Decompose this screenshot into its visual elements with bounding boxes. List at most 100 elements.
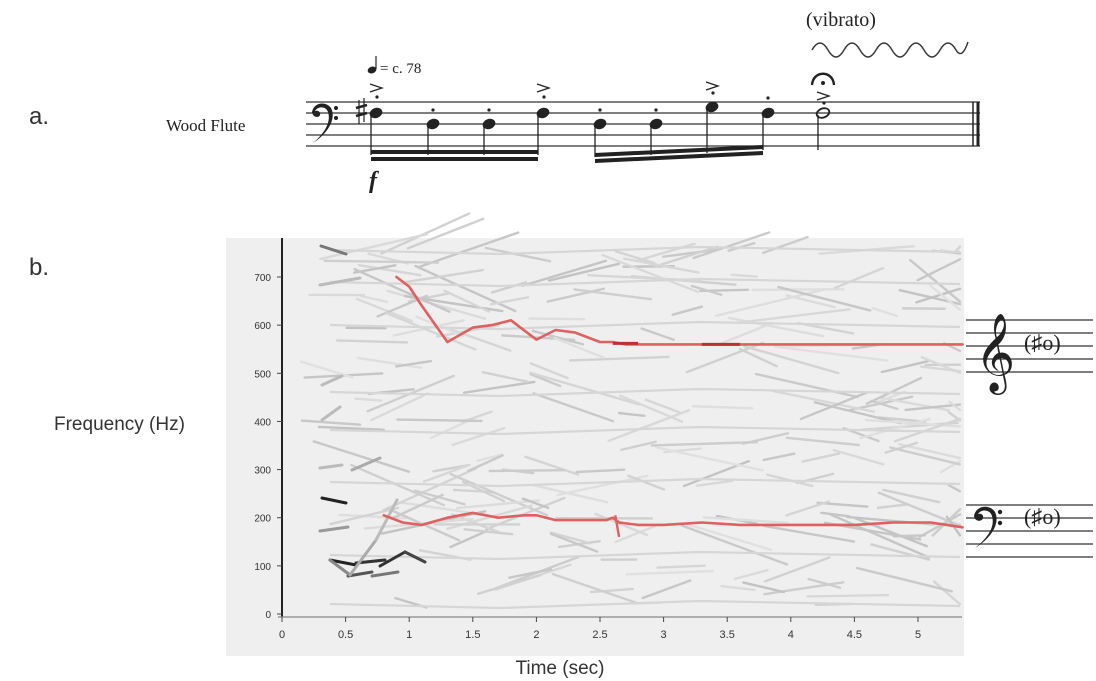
background-stroke [551,572,637,604]
background-stroke [738,347,778,368]
x-tick-label: 0 [279,629,285,641]
background-stroke [742,581,786,594]
background-stroke [828,513,930,559]
background-stroke [877,491,962,527]
background-stroke [880,359,930,374]
background-stroke [859,417,931,440]
background-stroke [625,569,714,576]
background-stroke [607,409,691,443]
background-stroke [806,593,890,598]
x-tick-label: 1 [406,629,412,641]
background-stroke [449,529,489,549]
background-stroke [720,584,756,592]
background-stroke [569,355,670,362]
background-stroke [785,436,861,447]
y-tick-label: 200 [254,514,271,525]
background-stroke [690,284,723,296]
onset-stroke [348,538,378,577]
background-band [329,425,961,436]
tempo-text: = c. 78 [380,61,421,77]
beamed-notes-group-1 [369,107,550,161]
background-stroke [644,398,681,414]
background-stroke [354,397,383,402]
y-tick-label: 0 [265,610,271,621]
background-stroke [531,483,609,504]
background-stroke [549,531,592,545]
background-stroke [618,394,684,423]
background-stroke [762,235,809,255]
x-tick-label: 2.5 [592,629,607,641]
background-stroke [556,474,649,497]
background-stroke [889,446,961,466]
background-stroke [876,503,909,510]
background-stroke [933,580,962,606]
background-stroke [549,532,599,553]
background-stroke [692,405,754,410]
bass-clef-small-icon [974,506,1003,548]
background-stroke [736,308,851,324]
background-stroke [879,396,951,412]
background-stroke [730,273,759,278]
background-stroke [484,246,552,263]
y-tick-label: 400 [254,417,271,428]
onset-stroke [320,405,342,422]
background-stroke [650,440,759,447]
onset-transient-strokes [318,244,427,578]
x-tick-label: 4 [788,629,794,641]
pitch-series-line-2 [382,511,964,529]
background-stroke [353,267,451,313]
onset-stroke [318,525,350,533]
background-band [329,387,961,398]
vibrato-text: (vibrato) [806,9,876,31]
onset-stroke [319,244,348,256]
onset-stroke [370,570,400,578]
treble-note: (♯o) [1024,330,1061,355]
background-stroke [920,365,962,373]
background-stroke [931,508,962,537]
background-stroke [476,574,542,596]
background-stroke [329,506,400,526]
background-stroke [754,372,859,399]
background-stroke [695,479,734,487]
background-stroke [909,258,962,303]
x-tick-label: 2 [533,629,539,641]
background-stroke [443,289,491,313]
background-stroke [771,389,876,413]
background-stroke [916,258,962,282]
background-stroke [717,321,774,346]
background-stroke [360,294,389,304]
background-stroke [617,411,646,417]
background-stroke [855,566,954,593]
background-stroke [317,425,385,431]
background-stroke [529,371,641,406]
background-stroke [778,345,889,362]
background-stroke [762,452,796,462]
background-stroke [422,463,471,483]
background-stroke [319,233,429,261]
background-stroke [553,336,605,359]
bass-staff-small [966,504,1093,558]
background-stroke [312,440,410,473]
background-stroke [350,463,445,507]
background-stroke [684,522,772,551]
x-tick-label: 4.5 [847,629,862,641]
background-stroke [948,400,962,412]
dynamic-marking: f [369,168,379,194]
background-stroke [892,534,926,538]
background-stroke [897,443,962,460]
background-stroke [300,360,354,379]
background-stroke [671,305,704,316]
background-stroke [395,359,433,368]
background-stroke [490,281,528,294]
background-stroke [785,500,831,517]
background-stroke [521,259,608,287]
vibrato-wave [811,41,969,58]
background-analysis-strokes [300,212,962,610]
bass-clef-icon [312,103,338,143]
background-stroke [807,577,842,589]
background-stroke [904,403,962,412]
background-stroke [877,416,927,423]
background-stroke [404,268,485,284]
background-stroke [300,419,362,426]
